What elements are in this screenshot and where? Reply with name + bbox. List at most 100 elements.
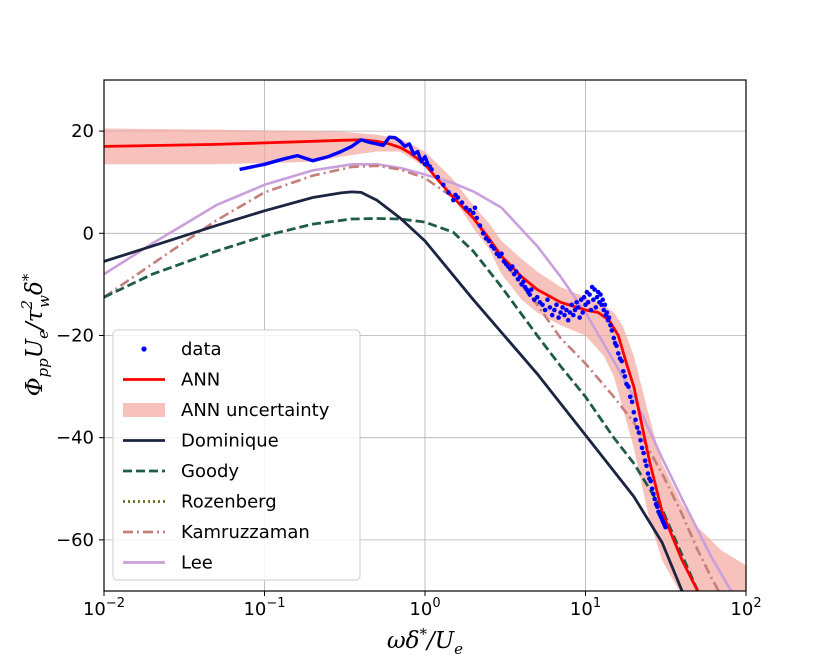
- dominique-line: [104, 190, 684, 591]
- data-point: [534, 294, 540, 300]
- data-point: [645, 471, 651, 476]
- y-tick-label: −20: [56, 326, 94, 347]
- ann-uncertainty-band: [104, 128, 746, 591]
- data-point: [581, 294, 587, 300]
- data-point: [651, 491, 656, 497]
- data-point: [554, 302, 559, 308]
- data-point: [572, 307, 578, 313]
- data-point: [521, 279, 526, 285]
- data-point: [575, 305, 581, 310]
- legend-label: Lee: [181, 553, 213, 574]
- x-tick-label: 101: [570, 596, 601, 620]
- data-point: [652, 496, 657, 502]
- data-point: [636, 430, 642, 435]
- data-point: [549, 312, 555, 318]
- data-point: [556, 315, 561, 320]
- data-point: [648, 478, 653, 484]
- y-tick-label: 0: [83, 223, 94, 244]
- data-point: [577, 315, 582, 320]
- data-point: [609, 328, 615, 333]
- lee-line: [104, 163, 733, 591]
- data-point: [655, 504, 660, 510]
- legend-swatch: [123, 403, 165, 417]
- x-tick-label: 102: [730, 596, 761, 620]
- ticks: 10−2 10−1 100 101 102 20 0 −20 −40 −60: [56, 121, 762, 620]
- data-point: [588, 307, 594, 313]
- legend-box: [112, 329, 361, 581]
- data-point: [602, 302, 608, 308]
- data-point: [599, 302, 604, 308]
- data-point: [558, 310, 563, 315]
- y-tick-label: −40: [56, 428, 94, 449]
- legend-label: Rozenberg: [181, 492, 277, 513]
- data-point: [467, 208, 473, 213]
- goody-line: [104, 217, 699, 591]
- data-point: [593, 305, 599, 310]
- data-point: [529, 287, 534, 292]
- data-point: [571, 312, 576, 318]
- data-point: [644, 463, 649, 469]
- data-point: [542, 307, 548, 313]
- data-point: [587, 292, 592, 297]
- data-point: [474, 215, 480, 221]
- data-point: [527, 292, 533, 297]
- data-point: [540, 302, 545, 308]
- data-point: [565, 317, 571, 323]
- legend: data ANN ANN uncertainty Dominique Goody Roze…: [112, 329, 361, 581]
- data-point: [564, 307, 569, 313]
- data-point: [600, 297, 605, 303]
- data-point: [601, 307, 607, 313]
- data-point: [591, 297, 596, 303]
- data-point: [562, 312, 567, 318]
- legend-swatch: [141, 346, 147, 352]
- data-point: [616, 351, 621, 356]
- data-point: [510, 264, 515, 269]
- legend-label: Kamruzzaman: [181, 522, 310, 543]
- data-point: [611, 335, 617, 341]
- data-point: [649, 486, 655, 492]
- data-point: [429, 167, 434, 172]
- data-point: [552, 307, 557, 313]
- x-axis-label: ωδ*/Ue: [387, 625, 463, 658]
- data-point: [608, 323, 613, 328]
- data_line-line: [239, 135, 433, 172]
- data-point: [513, 269, 519, 274]
- data-point: [580, 310, 585, 315]
- data-point: [422, 162, 428, 167]
- data-point: [663, 524, 668, 530]
- data-point: [619, 358, 624, 364]
- data-point: [491, 246, 497, 251]
- data-point: [459, 200, 465, 205]
- data-point: [629, 399, 635, 405]
- data-point: [486, 238, 492, 244]
- data-point: [569, 302, 574, 308]
- data-point: [472, 205, 478, 211]
- data-point: [547, 305, 553, 310]
- data-point: [435, 174, 441, 180]
- ann-line: [104, 138, 699, 591]
- x-tick-label: 100: [409, 596, 440, 620]
- data-point: [517, 274, 523, 280]
- data-point: [560, 305, 565, 310]
- data-point: [614, 343, 619, 349]
- data-point: [480, 231, 486, 236]
- data-point: [639, 445, 645, 451]
- data-point: [594, 294, 600, 300]
- legend-label: ANN uncertainty: [181, 400, 330, 421]
- legend-label: Goody: [181, 461, 239, 482]
- data-point: [463, 205, 469, 211]
- data-point: [441, 182, 446, 188]
- legend-label: ANN: [181, 370, 220, 391]
- data-point: [627, 394, 633, 400]
- data-point: [592, 287, 597, 292]
- data-point: [626, 384, 631, 389]
- y-tick-label: 20: [71, 121, 94, 142]
- data-point: [598, 292, 603, 297]
- x-tick-label: 10−1: [243, 596, 285, 620]
- data-point: [642, 458, 648, 464]
- data-point: [622, 374, 628, 379]
- data-point: [455, 195, 461, 200]
- data-point: [604, 310, 610, 315]
- data-point: [451, 197, 456, 203]
